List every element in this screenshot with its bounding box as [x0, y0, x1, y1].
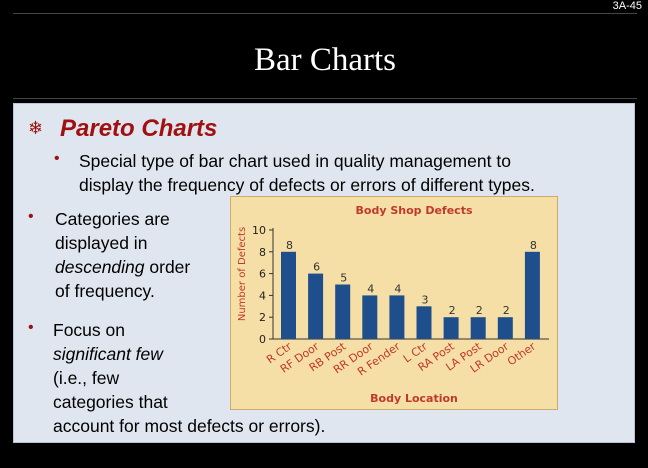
bullet-dot-3: • — [28, 319, 34, 336]
bullet-dot-1: • — [54, 150, 60, 167]
bullet1-line2: display the frequency of defects or erro… — [79, 175, 535, 195]
bullet3-line4: categories that — [53, 392, 168, 412]
bullet3-line3: (i.e., few — [53, 368, 120, 388]
bullet2-emphasis: descending — [55, 257, 145, 277]
bar-rr-door — [362, 295, 378, 339]
y-tick-label: 8 — [259, 246, 266, 259]
slide-title: Bar Charts — [253, 42, 397, 78]
bar-la-post — [470, 317, 486, 339]
chart-xlabel: Body Location — [370, 392, 458, 405]
title-bar: Bar Charts — [13, 13, 637, 99]
bar-value-label: 3 — [422, 293, 429, 306]
bar-value-label: 4 — [394, 282, 401, 295]
bar-value-label: 6 — [313, 261, 320, 274]
bullet1-line1: Special type of bar chart used in qualit… — [79, 151, 511, 171]
y-tick-label: 4 — [259, 289, 266, 302]
heading-pareto-charts: Pareto Charts — [60, 115, 218, 142]
bullet3-text: Focus on significant few (i.e., few cate… — [53, 318, 413, 438]
bullet2-line3-rest: order — [144, 257, 191, 277]
chart-title: Body Shop Defects — [356, 204, 473, 217]
bullet2-text: Categories are displayed in descending o… — [55, 207, 235, 303]
bar-value-label: 2 — [449, 304, 456, 317]
snowflake-bullet-icon: ❄ — [28, 118, 44, 138]
chart-ylabel: Number of Defects — [237, 227, 248, 321]
bar-ra-post — [443, 317, 459, 339]
bar-value-label: 2 — [503, 304, 510, 317]
bar-lr-door — [497, 317, 513, 339]
bullet1-text: Special type of bar chart used in qualit… — [79, 149, 629, 197]
bullet-dot-2: • — [28, 208, 34, 225]
bar-r-fender — [389, 295, 405, 339]
bar-value-label: 5 — [340, 272, 347, 285]
pareto-chart: Body Shop Defects Body Location Number o… — [230, 196, 558, 410]
chart-svg: Body Shop Defects Body Location Number o… — [237, 204, 549, 405]
y-tick-label: 0 — [259, 333, 266, 346]
bar-value-label: 8 — [286, 239, 293, 252]
bullet3-line2: significant few — [53, 344, 163, 364]
bar-other — [524, 251, 540, 339]
slide-number: 3A-45 — [612, 0, 642, 12]
bullet3-line1: Focus on — [53, 320, 125, 340]
bar-rb-post — [335, 284, 351, 339]
y-tick-label: 6 — [259, 268, 266, 281]
y-tick-label: 10 — [252, 224, 266, 237]
bar-l-ctr — [416, 306, 432, 339]
bullet3-line5: account for most defects or errors). — [53, 416, 326, 436]
bar-value-label: 4 — [367, 282, 374, 295]
bar-rf-door — [308, 273, 324, 339]
x-tick-label: Other — [505, 340, 538, 369]
bullet2-line1: Categories are — [55, 209, 170, 229]
bar-r-ctr — [281, 251, 296, 339]
bullet2-line4: of frequency. — [55, 281, 155, 301]
bar-value-label: 8 — [530, 239, 537, 252]
content-panel: ❄ Pareto Charts • Special type of bar ch… — [13, 103, 635, 443]
bullet2-line2: displayed in — [55, 233, 148, 253]
bar-value-label: 2 — [476, 304, 483, 317]
bullet2-line3: descending order — [55, 255, 235, 279]
y-tick-label: 2 — [259, 311, 266, 324]
